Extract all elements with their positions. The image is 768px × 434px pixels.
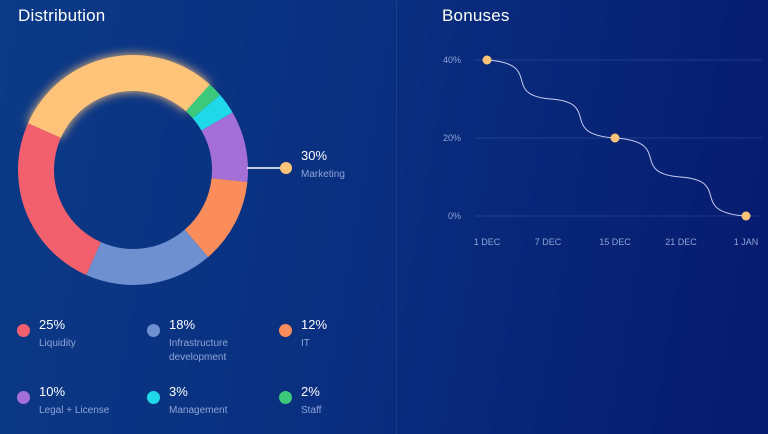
distribution-title: Distribution	[18, 6, 106, 25]
legend-label: Legal + License	[39, 405, 110, 416]
legend-item-it: 12% IT	[279, 318, 389, 351]
donut-slice-staff	[185, 84, 221, 119]
legend-dot	[147, 391, 160, 404]
legend-percent: 10%	[39, 384, 66, 399]
callout-percent: 30%	[301, 148, 328, 163]
legend-percent: 25%	[39, 317, 66, 332]
donut-slice-infrastructure-development	[86, 229, 209, 285]
y-tick-label: 40%	[443, 55, 461, 65]
legend-percent: 2%	[301, 384, 320, 399]
data-point-1-jan	[741, 211, 751, 221]
x-tick-label: 1 DEC	[474, 237, 501, 247]
legend-dot	[17, 324, 30, 337]
y-tick-label: 0%	[448, 211, 461, 221]
legend-label: Management	[169, 405, 228, 416]
legend-label: Liquidity	[39, 338, 76, 349]
legend-percent: 18%	[169, 317, 196, 332]
donut-slice-liquidity	[18, 123, 101, 276]
legend-label: Staff	[301, 405, 322, 416]
callout-marker	[280, 162, 292, 174]
donut-slice-it	[184, 178, 248, 258]
distribution-donut-chart	[18, 55, 292, 285]
legend-label: IT	[301, 338, 310, 349]
legend-dot	[17, 391, 30, 404]
x-tick-label: 15 DEC	[599, 237, 631, 247]
legend-dot	[279, 391, 292, 404]
donut-slice-management	[192, 94, 233, 131]
legend-label: Infrastructure development	[169, 338, 228, 363]
x-tick-label: 7 DEC	[535, 237, 562, 247]
callout-label: Marketing	[301, 169, 345, 180]
legend-item-management: 3% Management	[147, 385, 257, 418]
legend-item-infrastructure: 18% Infrastructure development	[147, 318, 257, 365]
panel-divider	[396, 0, 397, 434]
legend-item-staff: 2% Staff	[279, 385, 389, 418]
legend-item-legal: 10% Legal + License	[17, 385, 147, 418]
bonuses-line-chart: 40% 20% 0% 1 DEC 7 DEC 15 DEC 21 DEC 1 JAN	[443, 55, 762, 247]
legend-dot	[147, 324, 160, 337]
donut-slice-marketing	[27, 55, 210, 138]
bonuses-panel: Bonuses 40% 20% 0% 1 DEC 7 DEC 15 DEC 21 DEC 1…	[397, 0, 768, 434]
y-tick-label: 20%	[443, 133, 461, 143]
data-point-1-dec	[482, 55, 492, 65]
legend-percent: 12%	[301, 317, 328, 332]
data-point-15-dec	[610, 133, 620, 143]
x-tick-label: 21 DEC	[665, 237, 697, 247]
legend-percent: 3%	[169, 384, 188, 399]
x-tick-label: 1 JAN	[734, 237, 759, 247]
legend-item-liquidity: 25% Liquidity	[17, 318, 147, 351]
bonuses-title: Bonuses	[442, 6, 510, 25]
donut-slice-legal-license	[201, 112, 248, 183]
marketing-callout: 30% Marketing	[301, 148, 345, 180]
legend-dot	[279, 324, 292, 337]
distribution-panel: Distribution 30% Marketing 25% Liquidity…	[17, 6, 389, 418]
